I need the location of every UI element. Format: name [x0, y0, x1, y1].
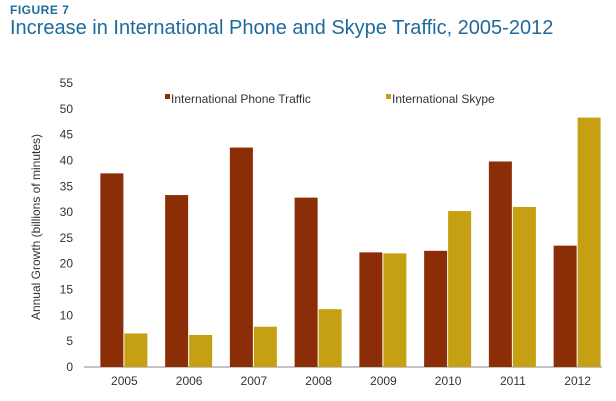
bar-phone-2006	[165, 195, 189, 367]
bar-phone-2005	[100, 173, 124, 367]
y-tick-label: 35	[60, 179, 74, 193]
bar-phone-2010	[424, 250, 448, 367]
x-tick-label: 2005	[111, 374, 138, 388]
bar-skype-2007	[253, 326, 277, 367]
y-tick-label: 55	[60, 76, 74, 90]
bar-phone-2012	[553, 245, 577, 367]
x-tick-label: 2011	[500, 374, 526, 388]
legend-swatch	[386, 94, 391, 99]
y-tick-label: 40	[60, 153, 74, 167]
y-tick-label: 25	[60, 231, 74, 245]
y-tick-label: 0	[66, 360, 73, 374]
legend-swatch	[165, 94, 170, 99]
y-axis: 0 5 10 15 20 25 30 35 40 45 50 55	[60, 76, 74, 374]
bar-skype-2009	[383, 253, 407, 367]
bar-phone-2009	[359, 252, 383, 367]
bar-skype-2010	[448, 211, 472, 367]
bar-skype-2008	[318, 309, 342, 367]
x-axis: 2005 2006 2007 2008 2009 2010 2011 2012	[84, 366, 602, 388]
y-tick-label: 50	[60, 102, 74, 116]
y-tick-label: 30	[60, 205, 74, 219]
bar-skype-2005	[124, 333, 148, 367]
x-tick-label: 2006	[176, 374, 203, 388]
bar-phone-2011	[488, 161, 512, 367]
x-tick-label: 2012	[564, 374, 591, 388]
legend-label: International Skype	[392, 92, 495, 106]
y-tick-label: 20	[60, 257, 74, 271]
x-tick-label: 2009	[370, 374, 397, 388]
bar-phone-2007	[229, 147, 253, 367]
bar-phone-2008	[294, 197, 318, 367]
y-tick-label: 5	[66, 334, 73, 348]
figure-label: FIGURE 7	[10, 3, 70, 17]
x-tick-label: 2008	[305, 374, 332, 388]
y-tick-label: 15	[60, 283, 74, 297]
bars	[100, 117, 601, 367]
legend-label: International Phone Traffic	[171, 92, 311, 106]
x-tick-label: 2007	[241, 374, 268, 388]
chart-title: Increase in International Phone and Skyp…	[10, 17, 554, 39]
y-tick-label: 10	[60, 308, 74, 322]
y-tick-label: 45	[60, 128, 74, 142]
bar-skype-2011	[512, 206, 536, 367]
bar-skype-2006	[189, 334, 213, 367]
y-axis-title: Annual Growth (billions of minutes)	[29, 134, 43, 320]
bar-skype-2012	[577, 117, 601, 367]
x-tick-label: 2010	[435, 374, 462, 388]
legend: International Phone Traffic International…	[165, 92, 495, 106]
